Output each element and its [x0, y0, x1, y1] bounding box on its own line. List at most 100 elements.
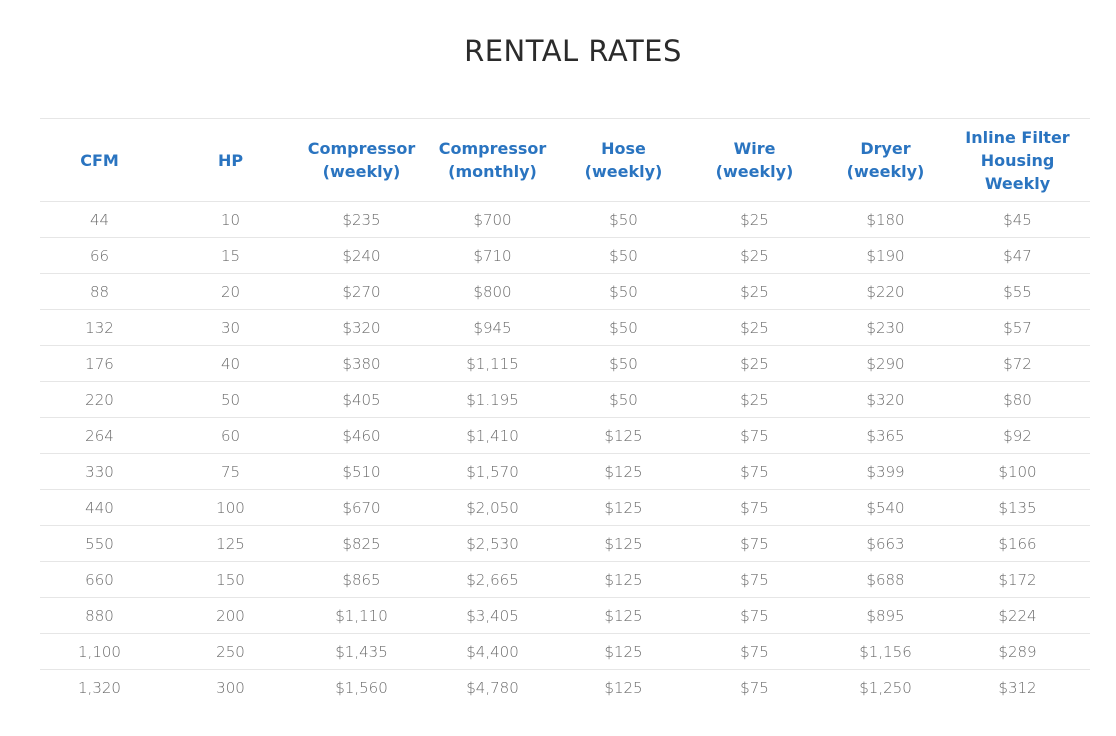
table-cell-wire-weekly: $75	[740, 678, 769, 697]
table-cell-hp: 50	[159, 381, 302, 418]
table-cell-compressor-monthly: $3,405	[421, 597, 564, 634]
table-cell-hp: 125	[159, 525, 302, 562]
table-cell-hp: 200	[159, 597, 302, 634]
table-cell-dryer-weekly: $688	[826, 561, 945, 598]
table-cell-wire-weekly: $25	[683, 381, 826, 418]
table-row: 550 125 $825 $2,530 $125 $75 $663 $166	[40, 525, 1090, 562]
table-cell-compressor-weekly: $1,110	[302, 597, 421, 634]
table-cell-wire-weekly: $25	[683, 273, 826, 310]
table-cell-cfm: 1,100	[40, 633, 159, 670]
table-cell-wire-weekly: $75	[683, 453, 826, 490]
table-cell-inline-filter-housing-weekly: $224	[945, 597, 1090, 634]
table-cell-hose-weekly: $50	[564, 237, 683, 274]
table-cell-wire-weekly: $25	[683, 201, 826, 238]
table-cell-hose-weekly: $125	[564, 633, 683, 670]
table-cell-cfm: 550	[40, 525, 159, 562]
table-row: 1,320 300 $1,560 $4,780 $125 $75 $1,250 $312	[40, 670, 1090, 706]
table-cell-cfm: 330	[40, 453, 159, 490]
table-cell-hp: 100	[159, 489, 302, 526]
table-cell-hose-weekly: $125	[564, 489, 683, 526]
table-cell-cfm: 264	[40, 417, 159, 454]
table-cell-hose-weekly: $50	[564, 201, 683, 238]
table-cell-inline-filter-housing-weekly: $172	[945, 561, 1090, 598]
table-row: 1,100 250 $1,435 $4,400 $125 $75 $1,156 $289	[40, 633, 1090, 670]
table-cell-cfm: 66	[40, 237, 159, 274]
column-header-wire-weekly: Wire (weekly)	[683, 118, 826, 202]
table-cell-compressor-weekly: $825	[302, 525, 421, 562]
column-header-hose-weekly: Hose (weekly)	[564, 118, 683, 202]
table-cell-hose-weekly: $50	[564, 273, 683, 310]
table-cell-cfm: 132	[40, 309, 159, 346]
table-cell-compressor-weekly: $1,560	[335, 678, 388, 697]
table-cell-wire-weekly: $75	[683, 633, 826, 670]
table-cell-compressor-weekly: $320	[302, 309, 421, 346]
table-cell-cfm: 44	[40, 201, 159, 238]
table-cell-inline-filter-housing-weekly: $312	[998, 678, 1037, 697]
header-row: CFM HP Compressor (weekly) Compressor (mont…	[40, 118, 1090, 202]
table-cell-wire-weekly: $25	[683, 237, 826, 274]
column-header-compressor-weekly: Compressor (weekly)	[302, 118, 421, 202]
table-cell-inline-filter-housing-weekly: $55	[945, 273, 1090, 310]
table-cell-hose-weekly: $125	[564, 453, 683, 490]
table-cell-hp: 15	[159, 237, 302, 274]
column-header-hp: HP	[159, 118, 302, 202]
table-cell-cfm: 660	[40, 561, 159, 598]
table-cell-dryer-weekly: $1,156	[826, 633, 945, 670]
table-cell-wire-weekly: $75	[683, 597, 826, 634]
table-cell-dryer-weekly: $190	[826, 237, 945, 274]
table-cell-compressor-monthly: $4,400	[421, 633, 564, 670]
table-cell-inline-filter-housing-weekly: $100	[945, 453, 1090, 490]
table-cell-cfm: 88	[40, 273, 159, 310]
table-cell-compressor-monthly: $700	[421, 201, 564, 238]
table-cell-compressor-weekly: $270	[302, 273, 421, 310]
table-cell-inline-filter-housing-weekly: $289	[945, 633, 1090, 670]
table-cell-hp: 250	[159, 633, 302, 670]
table-cell-compressor-monthly: $2,050	[421, 489, 564, 526]
table-cell-inline-filter-housing-weekly: $135	[945, 489, 1090, 526]
table-header: CFM HP Compressor (weekly) Compressor (mont…	[40, 118, 1090, 202]
table-cell-dryer-weekly: $365	[826, 417, 945, 454]
table-row: 176 40 $380 $1,115 $50 $25 $290 $72	[40, 345, 1090, 382]
table-cell-wire-weekly: $75	[683, 489, 826, 526]
table-cell-compressor-monthly: $1,115	[421, 345, 564, 382]
table-cell-inline-filter-housing-weekly: $166	[945, 525, 1090, 562]
table-cell-inline-filter-housing-weekly: $47	[945, 237, 1090, 274]
table-row: 880 200 $1,110 $3,405 $125 $75 $895 $224	[40, 597, 1090, 634]
table-cell-compressor-monthly: $710	[421, 237, 564, 274]
table-cell-dryer-weekly: $663	[826, 525, 945, 562]
table-cell-hose-weekly: $125	[564, 597, 683, 634]
column-header-cfm: CFM	[40, 118, 159, 202]
table-cell-inline-filter-housing-weekly: $57	[945, 309, 1090, 346]
column-header-compressor-monthly: Compressor (monthly)	[421, 118, 564, 202]
table-cell-inline-filter-housing-weekly: $72	[945, 345, 1090, 382]
table-cell-hp: 300	[216, 678, 245, 697]
table-cell-hose-weekly: $50	[564, 345, 683, 382]
table-cell-compressor-weekly: $670	[302, 489, 421, 526]
table-cell-wire-weekly: $25	[683, 345, 826, 382]
table-body: 44 10 $235 $700 $50 $25 $180 $45 66 15 $240 $710 $50…	[40, 201, 1090, 706]
table-cell-dryer-weekly: $399	[826, 453, 945, 490]
table-cell-compressor-weekly: $460	[302, 417, 421, 454]
table-cell-dryer-weekly: $320	[826, 381, 945, 418]
table-row: 220 50 $405 $1.195 $50 $25 $320 $80	[40, 381, 1090, 418]
table-row: 330 75 $510 $1,570 $125 $75 $399 $100	[40, 453, 1090, 490]
table-cell-cfm: 880	[40, 597, 159, 634]
table-cell-hp: 60	[159, 417, 302, 454]
table-cell-cfm: 1,320	[78, 678, 121, 697]
table-cell-compressor-monthly: $1,570	[421, 453, 564, 490]
table-cell-dryer-weekly: $220	[826, 273, 945, 310]
table-cell-hp: 75	[159, 453, 302, 490]
table-row: 44 10 $235 $700 $50 $25 $180 $45	[40, 201, 1090, 238]
table-cell-compressor-weekly: $510	[302, 453, 421, 490]
table-cell-compressor-monthly: $945	[421, 309, 564, 346]
table-cell-wire-weekly: $75	[683, 561, 826, 598]
table-cell-hp: 30	[159, 309, 302, 346]
table-row: 264 60 $460 $1,410 $125 $75 $365 $92	[40, 417, 1090, 454]
table-row: 132 30 $320 $945 $50 $25 $230 $57	[40, 309, 1090, 346]
table-cell-hp: 20	[159, 273, 302, 310]
table-cell-compressor-weekly: $865	[302, 561, 421, 598]
table-cell-compressor-weekly: $235	[302, 201, 421, 238]
table-cell-compressor-weekly: $405	[302, 381, 421, 418]
table-row: 88 20 $270 $800 $50 $25 $220 $55	[40, 273, 1090, 310]
page-title: RENTAL RATES	[464, 34, 682, 68]
